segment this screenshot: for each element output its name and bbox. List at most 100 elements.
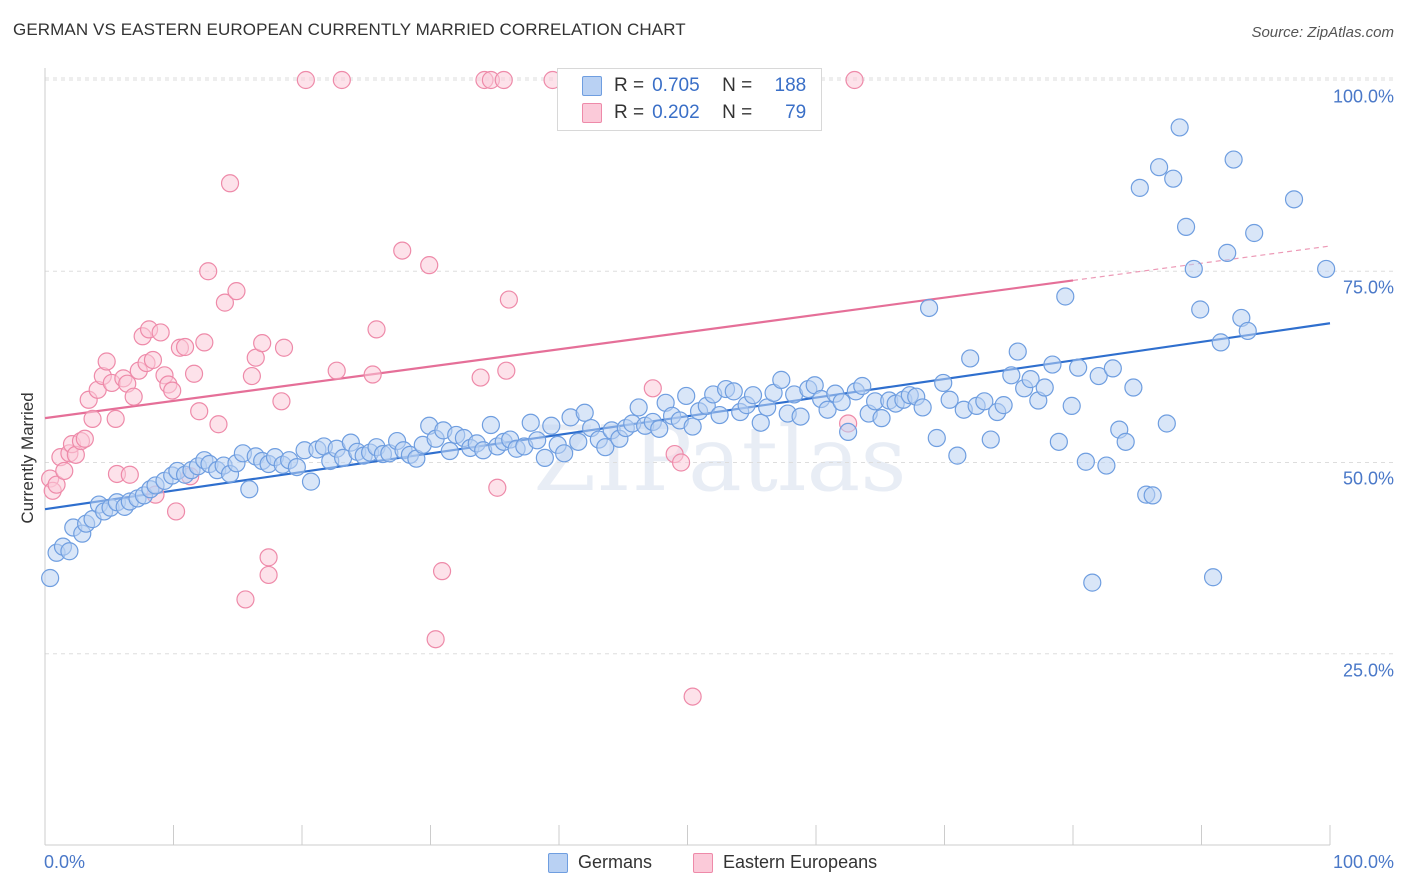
german-point bbox=[948, 446, 967, 465]
german-point bbox=[1203, 568, 1223, 587]
german-point bbox=[1143, 486, 1162, 505]
eastern-european-point bbox=[143, 350, 163, 370]
eastern-european-point bbox=[296, 70, 315, 90]
eastern-r-label: R = bbox=[614, 102, 645, 123]
german-point bbox=[650, 419, 669, 438]
eastern-european-point bbox=[184, 364, 204, 383]
legend-germans-label: Germans bbox=[578, 852, 653, 872]
gridlines bbox=[45, 77, 1395, 655]
german-point bbox=[772, 370, 791, 389]
legend-germans: Germans bbox=[548, 852, 652, 873]
german-point bbox=[1124, 378, 1143, 397]
german-point bbox=[1083, 573, 1102, 592]
eastern-european-point bbox=[163, 381, 182, 400]
eastern-european-point bbox=[120, 465, 139, 484]
german-point bbox=[1056, 287, 1075, 306]
legend-eastern-label: Eastern Europeans bbox=[723, 852, 878, 872]
germans-n-value: 188 bbox=[774, 75, 807, 96]
trend-line-1 bbox=[44, 279, 1074, 420]
german-point bbox=[41, 568, 60, 588]
stats-row-germans: R = 0.705 N = 188 bbox=[582, 74, 806, 98]
x-tick-label-min: 0.0% bbox=[44, 852, 86, 872]
eastern-european-point bbox=[166, 502, 186, 521]
stats-legend-box: R = 0.705 N = 188 R = 0.202 N = 79 bbox=[557, 68, 822, 131]
german-point bbox=[1002, 366, 1021, 385]
german-point bbox=[981, 430, 1000, 449]
german-point bbox=[1008, 342, 1027, 361]
legend-eastern: Eastern Europeans bbox=[693, 852, 877, 873]
eastern-european-point bbox=[236, 590, 255, 609]
german-point bbox=[521, 413, 540, 432]
german-point bbox=[839, 422, 858, 441]
eastern-european-point bbox=[175, 337, 195, 357]
german-point bbox=[1116, 432, 1135, 451]
german-point bbox=[481, 415, 500, 435]
german-point bbox=[853, 376, 872, 396]
german-point bbox=[913, 398, 932, 417]
germans-r-value: 0.705 bbox=[652, 75, 700, 96]
eastern-european-point bbox=[75, 429, 94, 448]
eastern-european-point bbox=[845, 70, 864, 90]
eastern-european-point bbox=[272, 392, 291, 411]
eastern-european-point bbox=[55, 461, 74, 481]
german-point bbox=[1224, 150, 1243, 169]
eastern-european-point bbox=[195, 333, 214, 352]
legend-eastern-swatch bbox=[693, 852, 713, 873]
eastern-european-point bbox=[367, 320, 386, 339]
german-point bbox=[1191, 300, 1210, 319]
eastern-european-point bbox=[471, 368, 490, 387]
german-point bbox=[724, 382, 743, 401]
german-point bbox=[710, 405, 729, 425]
eastern-european-point bbox=[494, 70, 513, 90]
y-tick-label-75: 75.0% bbox=[1342, 277, 1394, 298]
eastern-european-point bbox=[420, 256, 439, 275]
data-points bbox=[41, 70, 1336, 706]
german-point bbox=[1130, 178, 1149, 197]
german-point bbox=[1157, 414, 1176, 433]
german-point bbox=[1317, 259, 1336, 279]
eastern-european-point bbox=[671, 453, 691, 472]
german-point bbox=[629, 398, 648, 417]
eastern-european-point bbox=[683, 687, 702, 706]
eastern-european-point bbox=[259, 565, 278, 585]
trend-line-extension-1 bbox=[1072, 245, 1331, 282]
german-point bbox=[1089, 366, 1108, 386]
german-point bbox=[60, 542, 79, 561]
eastern-european-point bbox=[209, 415, 228, 434]
eastern-european-point bbox=[106, 409, 125, 428]
eastern-european-point bbox=[199, 262, 218, 281]
eastern-n-label: N = bbox=[722, 102, 753, 123]
german-point bbox=[1218, 243, 1237, 262]
german-point bbox=[287, 457, 306, 477]
eastern-european-point bbox=[47, 475, 66, 494]
german-point bbox=[1184, 259, 1203, 279]
german-point bbox=[1043, 355, 1062, 374]
eastern-european-point bbox=[227, 282, 246, 301]
eastern-european-point bbox=[83, 409, 102, 428]
german-point bbox=[934, 373, 953, 393]
axes bbox=[44, 68, 1331, 846]
german-point bbox=[596, 438, 615, 457]
german-point bbox=[791, 407, 810, 426]
eastern-european-point bbox=[97, 352, 116, 371]
german-point bbox=[1035, 378, 1054, 397]
eastern-european-point bbox=[274, 338, 294, 357]
chart-title: GERMAN VS EASTERN EUROPEAN CURRENTLY MAR… bbox=[13, 20, 686, 39]
german-point bbox=[683, 417, 702, 436]
german-point bbox=[940, 390, 959, 409]
eastern-n-value: 79 bbox=[785, 102, 807, 123]
german-point bbox=[575, 403, 594, 422]
german-point bbox=[1170, 118, 1189, 137]
legend-germans-swatch bbox=[548, 852, 568, 873]
german-point bbox=[555, 444, 574, 463]
german-point bbox=[1149, 158, 1169, 177]
german-point bbox=[301, 472, 321, 491]
y-tick-label-100: 100.0% bbox=[1332, 86, 1394, 107]
german-point bbox=[677, 386, 696, 406]
german-point bbox=[1049, 432, 1068, 451]
eastern-european-point bbox=[363, 365, 382, 384]
eastern-swatch bbox=[582, 103, 602, 123]
eastern-r-value: 0.202 bbox=[652, 102, 700, 123]
eastern-european-point bbox=[151, 323, 170, 342]
german-point bbox=[1103, 359, 1122, 378]
